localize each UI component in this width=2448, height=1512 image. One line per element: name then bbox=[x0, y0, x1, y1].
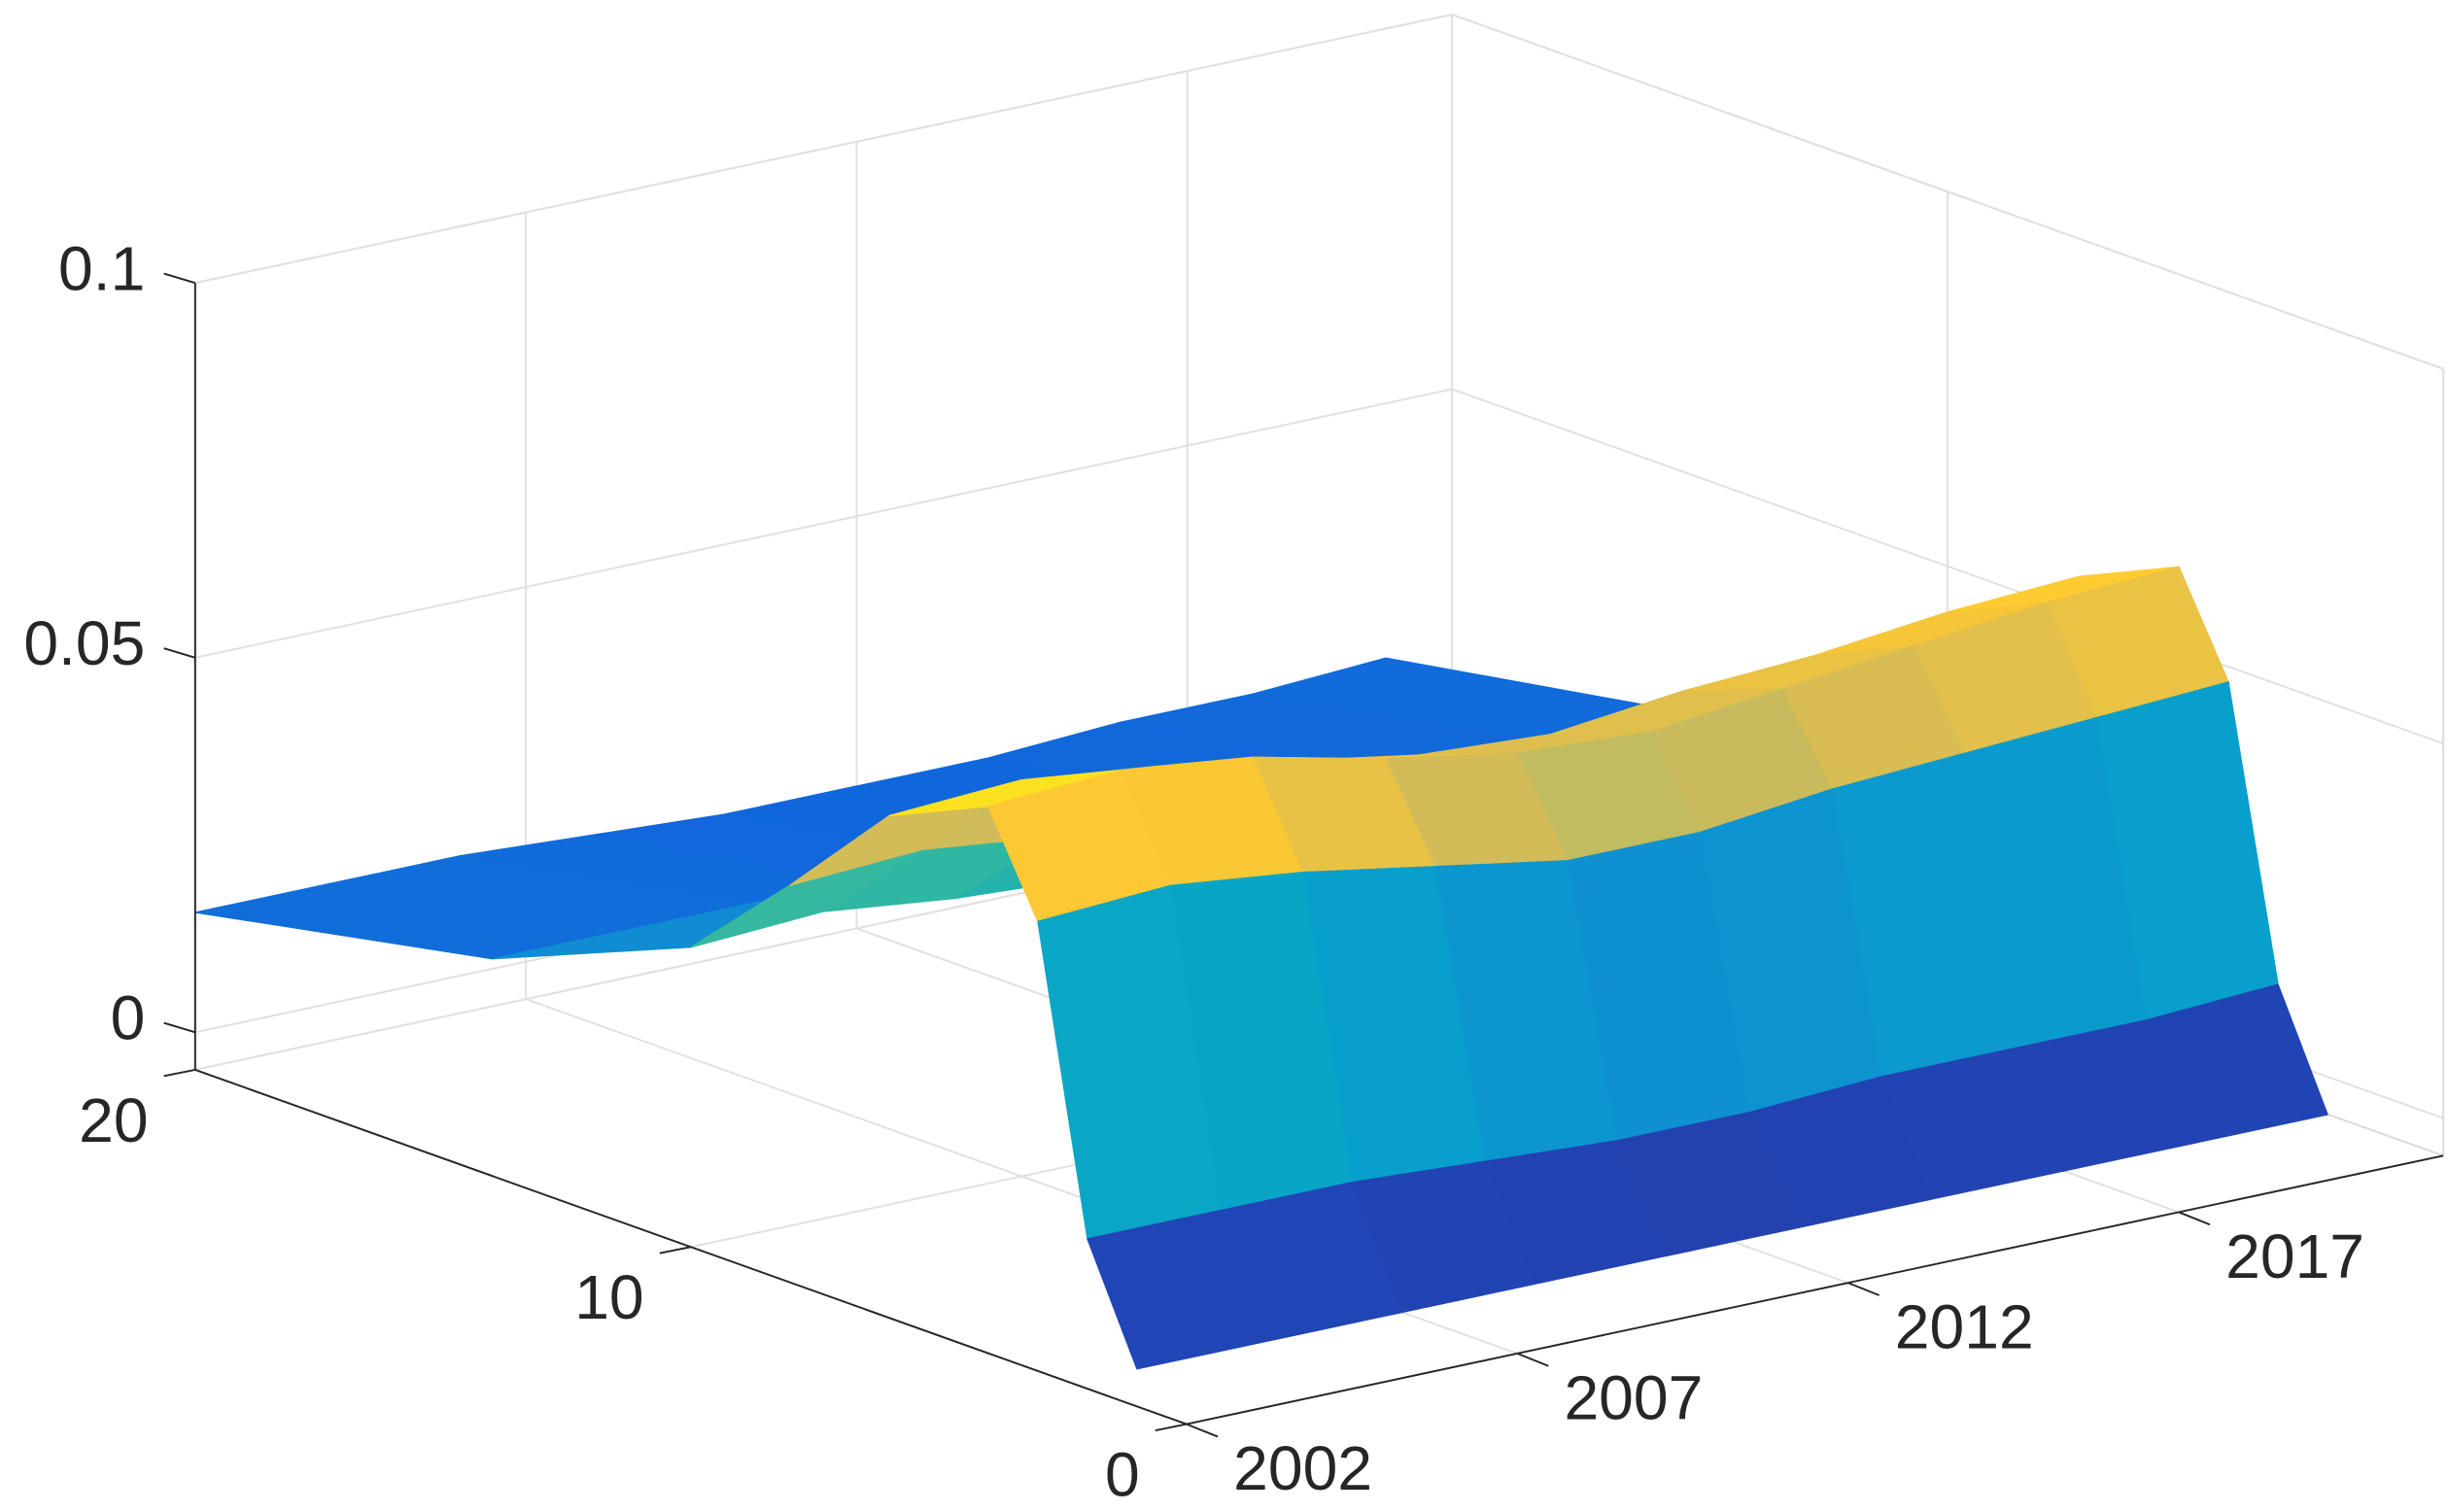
x-tick-label: 2007 bbox=[1564, 1362, 1703, 1432]
x-tick-label: 2017 bbox=[2225, 1221, 2364, 1291]
x-tick bbox=[1516, 1352, 1549, 1367]
z-tick bbox=[163, 1021, 196, 1034]
x-tick-label: 2002 bbox=[1233, 1433, 1372, 1503]
grid-line bbox=[1451, 14, 2444, 370]
y-axis bbox=[194, 1068, 1188, 1426]
grid-line bbox=[194, 13, 1453, 285]
y-tick bbox=[163, 1068, 196, 1078]
y-tick bbox=[1155, 1423, 1188, 1431]
y-tick-label: 20 bbox=[79, 1085, 148, 1155]
z-tick-label: 0.05 bbox=[23, 608, 145, 678]
x-tick-label: 2012 bbox=[1895, 1292, 2034, 1362]
x-tick bbox=[1186, 1423, 1219, 1438]
x-tick bbox=[2178, 1211, 2211, 1226]
y-tick-label: 0 bbox=[1105, 1439, 1140, 1509]
z-tick-label: 0 bbox=[111, 983, 146, 1053]
surface-face bbox=[1086, 1210, 1270, 1370]
y-tick-label: 10 bbox=[574, 1262, 643, 1332]
z-tick bbox=[163, 647, 196, 659]
z-tick bbox=[163, 272, 196, 285]
y-tick bbox=[659, 1246, 692, 1254]
x-tick bbox=[1847, 1282, 1880, 1296]
x-axis bbox=[1186, 1154, 2444, 1426]
z-tick-label: 0.1 bbox=[58, 234, 145, 304]
grid-line bbox=[194, 388, 1453, 659]
grid-line bbox=[1451, 388, 2444, 745]
